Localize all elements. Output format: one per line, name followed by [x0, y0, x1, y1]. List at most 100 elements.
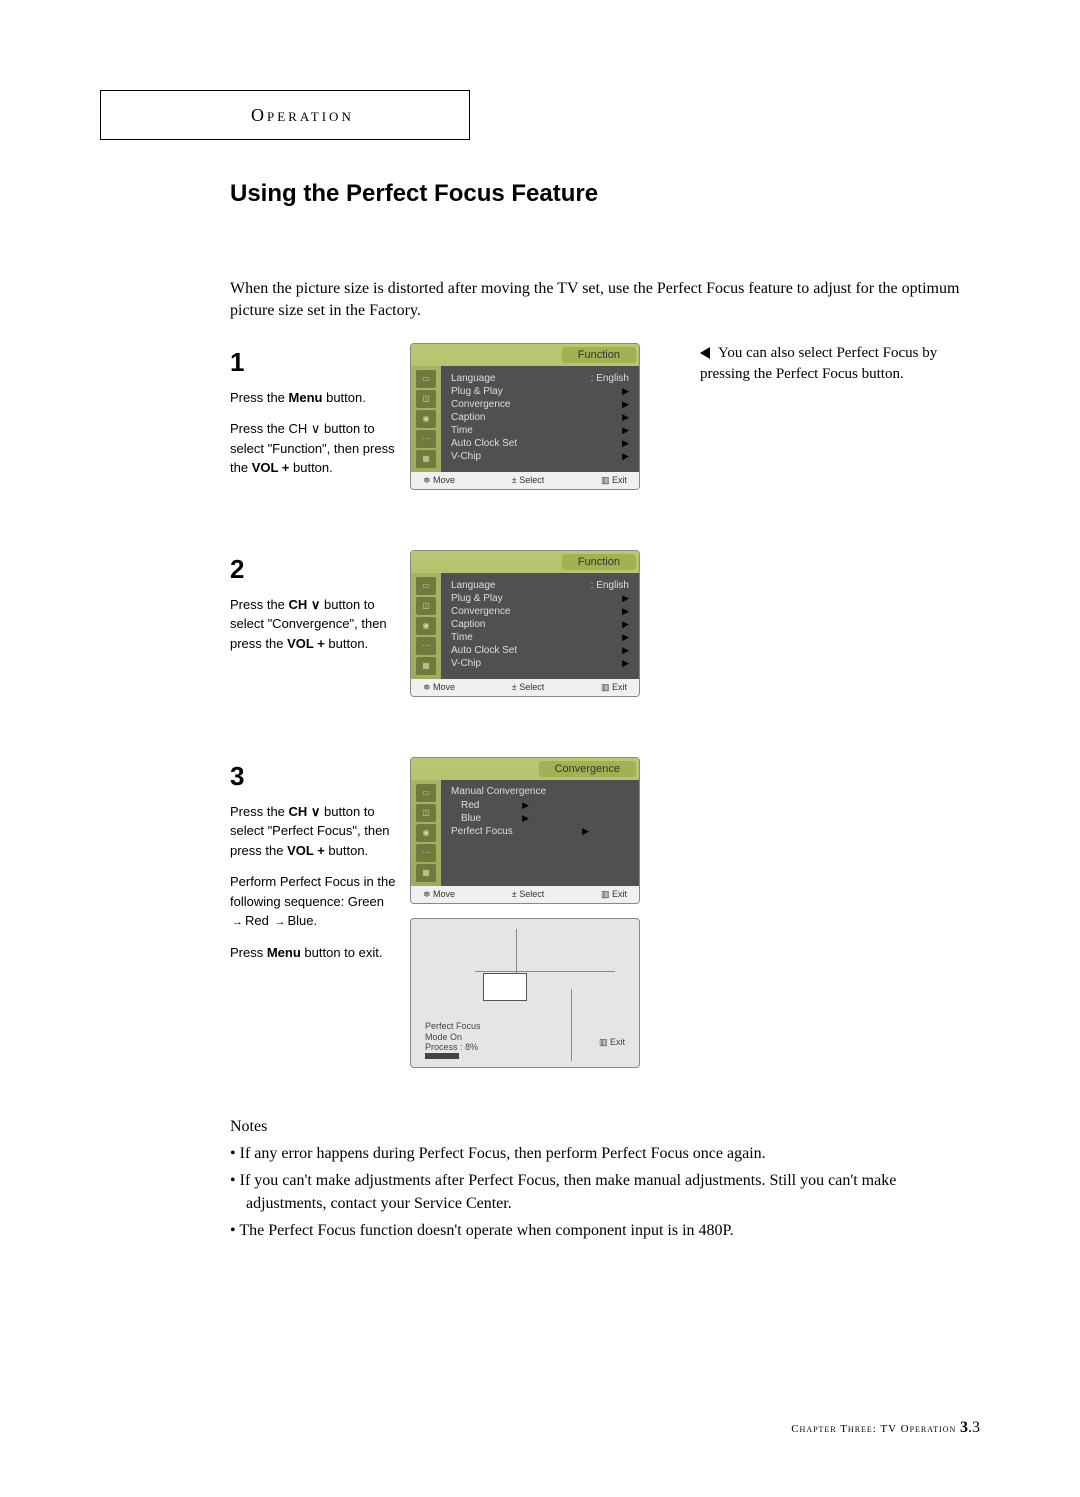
footer-page-major: 3: [960, 1419, 968, 1436]
step-2-screenshot: Function ▭ ◫ ◉ ⋯ ▦ Language: English Plu…: [410, 550, 660, 707]
menu-item: Caption▶: [451, 618, 629, 631]
step-2: 2 Press the CH ∨ button to select "Conve…: [230, 550, 980, 707]
sound-icon: ◉: [416, 617, 436, 635]
footer-page-minor: .3: [968, 1419, 980, 1436]
side-note: You can also select Perfect Focus by pre…: [660, 343, 980, 385]
osd-icon-column: ▭ ◫ ◉ ⋯ ▦: [411, 366, 441, 472]
osd-move: ≑ Move: [423, 889, 455, 900]
notes-section: Notes If any error happens during Perfec…: [230, 1118, 980, 1243]
main-title: Using the Perfect Focus Feature: [230, 180, 980, 208]
osd-exit: ▥ Exit: [601, 889, 627, 900]
osd-select: ± Select: [512, 889, 544, 900]
osd-body: ▭ ◫ ◉ ⋯ ▦ Manual Convergence Red▶ Blue▶ …: [411, 780, 639, 886]
menu-item: Blue▶: [451, 812, 629, 825]
function-icon: ▦: [416, 864, 436, 882]
step-instruction: Press the Menu button.: [230, 388, 410, 408]
osd-header: Function: [411, 344, 639, 366]
osd-footer: ≑ Move ± Select ▥ Exit: [411, 679, 639, 696]
picture-icon: ◫: [416, 804, 436, 822]
menu-item: Plug & Play▶: [451, 592, 629, 605]
notes-item: If any error happens during Perfect Focu…: [230, 1142, 980, 1165]
osd-icon-column: ▭ ◫ ◉ ⋯ ▦: [411, 780, 441, 886]
menu-item: Time▶: [451, 631, 629, 644]
input-icon: ▭: [416, 370, 436, 388]
osd-icon-column: ▭ ◫ ◉ ⋯ ▦: [411, 573, 441, 679]
osd-select: ± Select: [512, 682, 544, 693]
header-box: Operation: [100, 90, 470, 140]
step-3-text: 3 Press the CH ∨ button to select "Perfe…: [230, 757, 410, 975]
cross-line: [475, 971, 615, 972]
channel-icon: ⋯: [416, 430, 436, 448]
focus-exit-label: ▥ Exit: [599, 1037, 625, 1048]
menu-item: Auto Clock Set▶: [451, 644, 629, 657]
osd-exit: ▥ Exit: [601, 475, 627, 486]
page-footer: Chapter Three: TV Operation 3.3: [791, 1419, 980, 1437]
menu-item: Convergence▶: [451, 398, 629, 411]
menu-item: Auto Clock Set▶: [451, 437, 629, 450]
focus-rectangle: [483, 973, 527, 1001]
step-1-screenshot: Function ▭ ◫ ◉ ⋯ ▦ Language: English Plu…: [410, 343, 660, 500]
sound-icon: ◉: [416, 824, 436, 842]
step-number: 2: [230, 550, 410, 589]
picture-icon: ◫: [416, 597, 436, 615]
osd-footer: ≑ Move ± Select ▥ Exit: [411, 886, 639, 903]
menu-item: Plug & Play▶: [451, 385, 629, 398]
osd-footer: ≑ Move ± Select ▥ Exit: [411, 472, 639, 489]
notes-title: Notes: [230, 1118, 980, 1136]
step-instruction: Press Menu button to exit.: [230, 943, 410, 963]
step-2-text: 2 Press the CH ∨ button to select "Conve…: [230, 550, 410, 666]
osd-move: ≑ Move: [423, 682, 455, 693]
osd-menu-convergence: Convergence ▭ ◫ ◉ ⋯ ▦ Manual Convergence…: [410, 757, 640, 904]
osd-header-label: Function: [562, 347, 636, 363]
osd-menu: Function ▭ ◫ ◉ ⋯ ▦ Language: English Plu…: [410, 550, 640, 697]
step-1-text: 1 Press the Menu button. Press the CH ∨ …: [230, 343, 410, 490]
perfect-focus-panel: Perfect Focus Mode On Process : 8% ▥ Exi…: [410, 918, 640, 1068]
menu-item: V-Chip▶: [451, 657, 629, 670]
step-instruction: Press the CH ∨ button to select "Functio…: [230, 419, 410, 478]
step-number: 3: [230, 757, 410, 796]
step-instruction: Perform Perfect Focus in the following s…: [230, 872, 410, 931]
osd-move: ≑ Move: [423, 475, 455, 486]
picture-icon: ◫: [416, 390, 436, 408]
osd-list: Language: English Plug & Play▶ Convergen…: [441, 366, 639, 472]
chevron-down-icon: ∨: [311, 805, 321, 818]
menu-item: Language: English: [451, 579, 629, 592]
cross-line: [571, 989, 572, 1061]
focus-status-text: Perfect Focus Mode On Process : 8%: [425, 1021, 481, 1053]
menu-item: Time▶: [451, 424, 629, 437]
input-icon: ▭: [416, 577, 436, 595]
input-icon: ▭: [416, 784, 436, 802]
osd-header: Function: [411, 551, 639, 573]
menu-item: Perfect Focus▶: [451, 825, 629, 838]
step-instruction: Press the CH ∨ button to select "Converg…: [230, 595, 410, 654]
channel-icon: ⋯: [416, 844, 436, 862]
osd-list: Manual Convergence Red▶ Blue▶ Perfect Fo…: [441, 780, 639, 886]
menu-title-line: Manual Convergence: [451, 786, 629, 797]
menu-item: Red▶: [451, 799, 629, 812]
menu-item: Convergence▶: [451, 605, 629, 618]
arrow-right-icon: →: [274, 916, 285, 928]
notes-list: If any error happens during Perfect Focu…: [230, 1142, 980, 1243]
progress-bar: [425, 1053, 459, 1059]
osd-header: Convergence: [411, 758, 639, 780]
arrow-right-icon: →: [232, 916, 243, 928]
page-container: Using the Perfect Focus Feature When the…: [0, 0, 1080, 1307]
step-1: 1 Press the Menu button. Press the CH ∨ …: [230, 343, 980, 500]
osd-select: ± Select: [512, 475, 544, 486]
osd-header-label: Function: [562, 554, 636, 570]
notes-item: If you can't make adjustments after Perf…: [230, 1169, 980, 1215]
intro-text: When the picture size is distorted after…: [230, 278, 980, 323]
step-3: 3 Press the CH ∨ button to select "Perfe…: [230, 757, 980, 1068]
channel-icon: ⋯: [416, 637, 436, 655]
step-3-screenshots: Convergence ▭ ◫ ◉ ⋯ ▦ Manual Convergence…: [410, 757, 660, 1068]
step-number: 1: [230, 343, 410, 382]
function-icon: ▦: [416, 657, 436, 675]
menu-item: V-Chip▶: [451, 450, 629, 463]
step-instruction: Press the CH ∨ button to select "Perfect…: [230, 802, 410, 861]
triangle-left-icon: [700, 347, 710, 359]
osd-menu: Function ▭ ◫ ◉ ⋯ ▦ Language: English Plu…: [410, 343, 640, 490]
osd-list: Language: English Plug & Play▶ Convergen…: [441, 573, 639, 679]
chevron-down-icon: ∨: [311, 598, 321, 611]
osd-header-label: Convergence: [539, 761, 636, 777]
menu-item: Language: English: [451, 372, 629, 385]
